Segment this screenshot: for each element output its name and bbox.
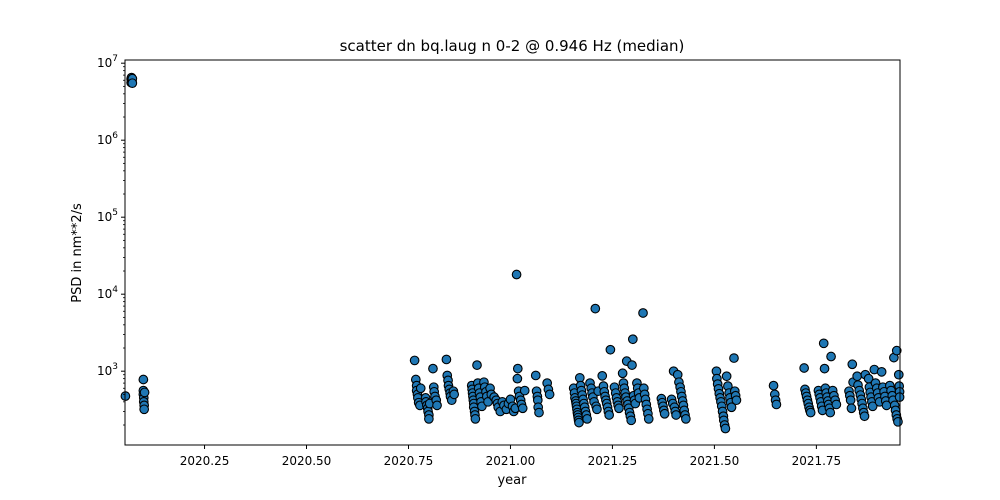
scatter-point <box>826 351 836 362</box>
scatter-point <box>726 402 737 413</box>
scatter-point <box>831 399 842 410</box>
scatter-point <box>720 423 731 434</box>
scatter-point <box>138 374 149 385</box>
scatter-point <box>574 417 584 428</box>
scatter-point <box>846 403 857 414</box>
scatter-point <box>867 401 878 412</box>
scatter-point <box>517 403 528 414</box>
x-tick-label: 2020.75 <box>384 454 434 468</box>
y-tick-label: 106 <box>97 131 118 147</box>
plot-area <box>120 59 905 446</box>
scatter-point <box>519 385 530 396</box>
scatter-point <box>638 308 648 318</box>
scatter-point <box>534 407 544 418</box>
y-tick-label: 104 <box>97 285 118 301</box>
scatter-point <box>472 360 482 370</box>
scatter-point <box>415 383 426 394</box>
scatter-point <box>818 338 829 349</box>
scatter-point <box>768 380 779 391</box>
scatter-point <box>891 345 902 356</box>
scatter-point <box>424 414 434 424</box>
scatter-point <box>582 414 592 424</box>
x-axis-label: year <box>497 473 527 488</box>
x-tick-label: 2021.25 <box>588 454 638 468</box>
scatter-point <box>470 414 481 424</box>
scatter-point <box>819 363 830 374</box>
plot-frame <box>124 59 901 446</box>
scatter-points <box>120 72 905 434</box>
scatter-point <box>614 403 624 414</box>
scatter-point <box>729 353 739 363</box>
y-tick-label: 105 <box>97 208 118 224</box>
scatter-point <box>449 389 460 400</box>
scatter-point <box>530 370 541 381</box>
scatter-point <box>627 360 637 370</box>
scatter-point <box>139 404 150 415</box>
x-tick-label: 2021.75 <box>792 454 842 468</box>
scatter-point <box>590 303 601 314</box>
scatter-point <box>681 414 691 424</box>
scatter-point <box>597 370 608 381</box>
scatter-point <box>799 363 809 373</box>
scatter-point <box>428 363 438 374</box>
scatter-point <box>825 407 836 418</box>
x-tick-label: 2020.25 <box>180 454 230 468</box>
scatter-point <box>771 399 782 410</box>
scatter-point <box>139 387 150 398</box>
scatter-point <box>409 355 420 366</box>
scatter-point <box>876 367 887 377</box>
scatter-point <box>852 371 863 382</box>
scatter-point <box>847 359 858 370</box>
scatter-point <box>805 407 816 418</box>
scatter-point <box>617 368 628 379</box>
scatter-point <box>605 344 616 355</box>
y-tick-label: 103 <box>97 362 118 378</box>
scatter-point <box>671 410 681 420</box>
scatter-point <box>731 395 742 406</box>
scatter-point <box>432 400 442 411</box>
scatter-point <box>627 334 638 345</box>
scatter-point <box>592 404 602 415</box>
scatter-point <box>845 395 856 406</box>
y-axis-label: PSD in nm**2/s <box>70 203 85 303</box>
scatter-point <box>512 363 523 374</box>
x-axis: 2020.25 2020.50 2020.75 2021.00 2021.25 2021.… <box>180 445 841 468</box>
scatter-point <box>512 373 523 384</box>
chart-title: scatter dn bq.laug n 0-2 @ 0.946 Hz (med… <box>340 37 685 55</box>
x-tick-label: 2021.50 <box>690 454 740 468</box>
scatter-point <box>626 415 637 426</box>
x-tick-label: 2021.00 <box>486 454 536 468</box>
scatter-point <box>659 408 670 419</box>
scatter-point <box>127 78 138 89</box>
scatter-point <box>859 411 870 422</box>
plot-background <box>125 60 900 445</box>
scatter-point <box>544 389 555 400</box>
scatter-point <box>893 369 904 380</box>
y-axis: 103 104 105 106 107 <box>97 54 125 426</box>
scatter-point <box>511 269 522 280</box>
scatter-point <box>441 354 452 365</box>
scatter-point <box>604 410 615 420</box>
scatter-point <box>893 416 903 427</box>
x-tick-label: 2020.50 <box>282 454 332 468</box>
y-tick-label: 107 <box>97 54 118 70</box>
scatter-point <box>721 371 732 382</box>
scatter-point <box>643 414 654 424</box>
